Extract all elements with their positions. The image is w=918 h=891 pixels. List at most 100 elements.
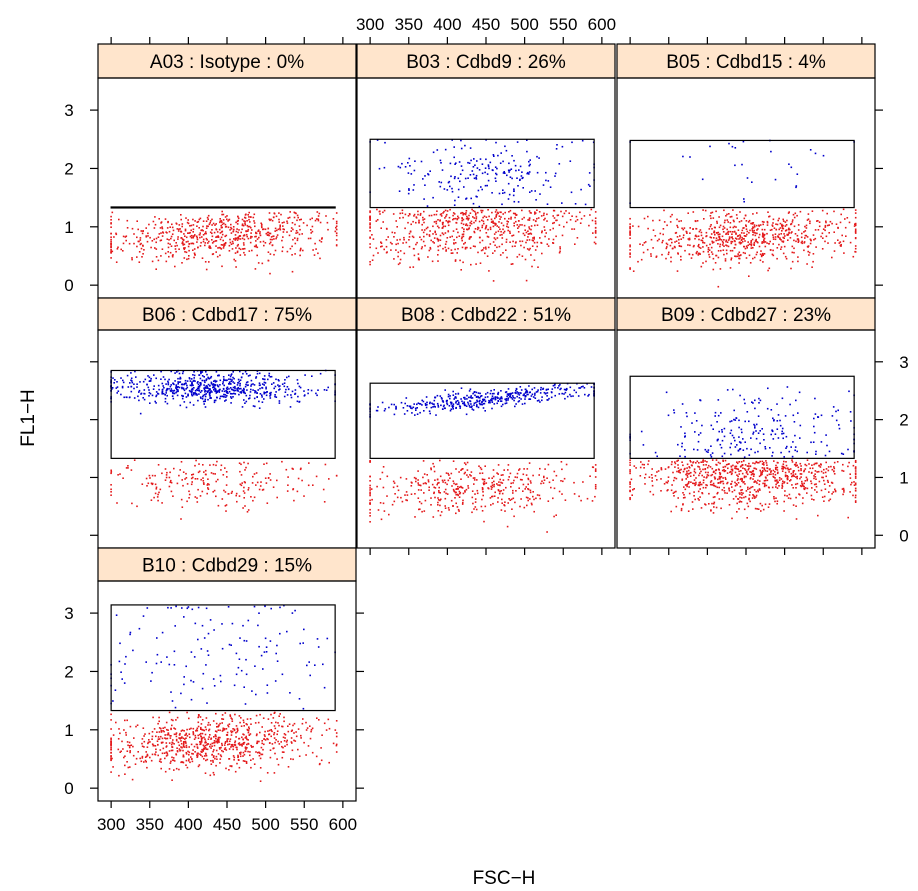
event-point-outside-gate [505, 249, 507, 251]
event-point-outside-gate [735, 233, 737, 235]
event-point-outside-gate [205, 268, 208, 271]
event-point-outside-gate [763, 221, 765, 223]
event-point-outside-gate [232, 230, 234, 233]
event-point-outside-gate [813, 499, 815, 501]
event-point-outside-gate [287, 476, 289, 478]
strip-background [356, 43, 616, 79]
event-point-inside-gate [375, 409, 378, 412]
event-point-outside-gate [428, 486, 430, 489]
event-point-outside-gate [766, 474, 769, 477]
event-point-outside-gate [515, 214, 517, 216]
event-point-outside-gate [455, 221, 457, 224]
event-point-inside-gate [199, 370, 202, 372]
event-point-inside-gate [542, 388, 544, 390]
event-point-outside-gate [741, 480, 743, 482]
event-point-inside-gate [412, 406, 415, 409]
event-point-outside-gate [169, 251, 172, 254]
event-point-inside-gate [123, 396, 125, 399]
event-point-inside-gate [472, 392, 474, 395]
event-point-outside-gate [180, 230, 182, 233]
event-point-outside-gate [746, 517, 748, 519]
event-point-outside-gate [402, 242, 404, 244]
event-point-outside-gate [110, 491, 112, 493]
event-point-inside-gate [207, 376, 209, 379]
event-point-outside-gate [695, 481, 697, 484]
event-point-inside-gate [781, 427, 784, 430]
event-point-inside-gate [414, 407, 417, 410]
event-point-outside-gate [419, 508, 421, 510]
event-point-outside-gate [474, 493, 476, 495]
event-point-outside-gate [522, 490, 524, 492]
event-point-outside-gate [765, 484, 768, 487]
event-point-outside-gate [649, 490, 652, 493]
event-point-inside-gate [777, 414, 780, 416]
event-point-outside-gate [489, 226, 492, 229]
event-point-outside-gate [110, 222, 112, 225]
event-point-inside-gate [508, 395, 511, 398]
event-point-outside-gate [411, 482, 413, 484]
event-point-outside-gate [697, 465, 699, 468]
event-point-inside-gate [735, 417, 738, 419]
event-point-outside-gate [485, 232, 488, 234]
event-point-outside-gate [508, 498, 510, 500]
event-point-outside-gate [576, 237, 579, 239]
strip-background [97, 297, 357, 331]
event-point-outside-gate [819, 466, 822, 468]
event-point-outside-gate [697, 254, 700, 256]
event-point-outside-gate [225, 504, 228, 506]
event-point-inside-gate [189, 401, 191, 404]
event-point-inside-gate [250, 383, 253, 386]
event-point-outside-gate [423, 218, 426, 220]
event-point-outside-gate [131, 258, 133, 261]
event-point-outside-gate [381, 245, 383, 248]
event-point-inside-gate [258, 372, 261, 375]
event-point-inside-gate [218, 391, 221, 393]
event-point-outside-gate [437, 249, 440, 252]
event-point-outside-gate [461, 219, 464, 222]
event-point-outside-gate [713, 231, 715, 234]
event-point-outside-gate [461, 239, 463, 242]
event-point-outside-gate [262, 240, 265, 243]
event-point-inside-gate [219, 395, 222, 398]
event-point-outside-gate [435, 213, 438, 216]
event-point-outside-gate [457, 231, 459, 234]
event-point-outside-gate [150, 246, 152, 249]
event-point-inside-gate [245, 381, 248, 384]
event-point-inside-gate [554, 394, 556, 397]
event-point-outside-gate [298, 219, 301, 221]
event-point-outside-gate [547, 500, 550, 502]
event-point-outside-gate [833, 473, 836, 475]
event-point-outside-gate [775, 480, 778, 482]
event-point-outside-gate [788, 468, 790, 471]
event-point-outside-gate [239, 248, 242, 251]
event-point-inside-gate [439, 159, 442, 162]
event-point-outside-gate [247, 225, 250, 228]
event-point-inside-gate [459, 173, 462, 175]
event-point-outside-gate [821, 476, 823, 479]
event-point-outside-gate [736, 462, 739, 465]
event-point-outside-gate [651, 480, 653, 482]
event-point-inside-gate [524, 402, 526, 405]
event-point-outside-gate [849, 477, 852, 479]
event-point-outside-gate [259, 232, 261, 235]
event-point-outside-gate [779, 222, 782, 225]
event-point-outside-gate [854, 223, 856, 225]
event-point-inside-gate [559, 383, 561, 386]
event-point-outside-gate [794, 212, 797, 215]
event-point-outside-gate [727, 239, 730, 241]
event-point-outside-gate [433, 221, 436, 223]
event-point-inside-gate [505, 391, 508, 393]
event-point-outside-gate [757, 508, 760, 510]
event-point-outside-gate [127, 467, 129, 469]
event-point-outside-gate [261, 226, 263, 229]
event-point-outside-gate [807, 250, 809, 253]
event-point-inside-gate [424, 184, 426, 186]
event-point-inside-gate [694, 412, 696, 414]
event-point-outside-gate [115, 232, 117, 235]
event-point-outside-gate [454, 260, 457, 262]
event-point-outside-gate [527, 483, 529, 486]
event-point-outside-gate [739, 254, 742, 257]
event-point-outside-gate [405, 478, 408, 480]
event-point-outside-gate [306, 224, 308, 227]
event-point-inside-gate [230, 383, 232, 385]
